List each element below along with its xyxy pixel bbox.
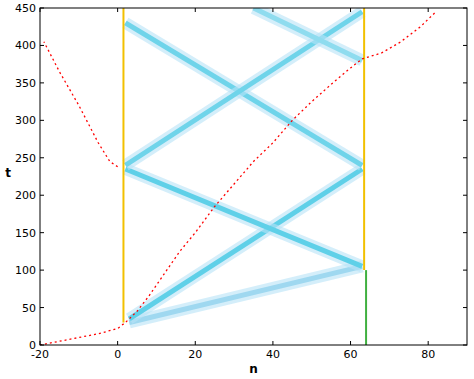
y-tick: [40, 345, 44, 346]
beam-halo: [129, 169, 362, 319]
y-tick: [40, 82, 44, 83]
x-tick: [350, 341, 351, 345]
x-tick-label: 0: [114, 348, 121, 361]
beam: [125, 169, 362, 266]
y-tick-label: 450: [15, 2, 36, 15]
y-tick: [40, 157, 44, 158]
y-tick: [40, 120, 44, 121]
x-tick-label: 20: [188, 348, 202, 361]
y-tick-label: 150: [15, 227, 36, 240]
trajectory: [44, 42, 118, 167]
x-tick-label: 40: [266, 348, 280, 361]
y-tick: [40, 232, 44, 233]
boundary: [365, 270, 367, 345]
x-tick: [40, 341, 41, 345]
y-tick-label: 350: [15, 77, 36, 90]
x-tick: [272, 341, 273, 345]
x-tick-label: 80: [421, 348, 435, 361]
beam: [125, 12, 362, 166]
y-tick-label: 250: [15, 152, 36, 165]
x-tick: [117, 8, 118, 12]
y-tick: [463, 307, 467, 308]
x-tick-label: 60: [344, 348, 358, 361]
y-tick: [40, 8, 44, 9]
beam-halo: [254, 8, 363, 60]
x-axis-label: n: [249, 362, 258, 376]
y-tick: [463, 8, 467, 9]
y-tick: [463, 120, 467, 121]
beam-halo: [125, 12, 362, 166]
boundary: [122, 8, 124, 323]
y-tick: [40, 307, 44, 308]
y-tick: [463, 345, 467, 346]
chart: -20020406080050100150200250300350400450n…: [0, 0, 474, 379]
beam: [254, 8, 363, 60]
y-tick: [463, 157, 467, 158]
x-tick: [40, 8, 41, 12]
boundary: [363, 8, 365, 270]
x-tick: [195, 341, 196, 345]
x-tick: [428, 8, 429, 12]
y-tick-label: 100: [15, 264, 36, 277]
y-tick-label: 300: [15, 114, 36, 127]
y-tick: [40, 45, 44, 46]
y-tick: [40, 195, 44, 196]
trajectory: [40, 12, 436, 345]
plot-frame: [40, 8, 467, 345]
plot-area: [40, 8, 467, 345]
y-tick-label: 0: [29, 339, 36, 352]
y-tick: [40, 270, 44, 271]
y-tick: [463, 82, 467, 83]
x-tick: [350, 8, 351, 12]
data-layer: [40, 8, 436, 345]
y-tick: [463, 45, 467, 46]
y-tick: [463, 232, 467, 233]
x-tick: [195, 8, 196, 12]
y-axis-label: t: [5, 166, 11, 180]
y-tick: [463, 195, 467, 196]
y-tick-label: 50: [22, 302, 36, 315]
y-tick: [463, 270, 467, 271]
y-tick-label: 400: [15, 39, 36, 52]
x-tick: [428, 341, 429, 345]
beam-halo: [125, 169, 362, 266]
y-tick-label: 200: [15, 189, 36, 202]
x-tick: [272, 8, 273, 12]
beam: [129, 169, 362, 319]
x-tick: [117, 341, 118, 345]
